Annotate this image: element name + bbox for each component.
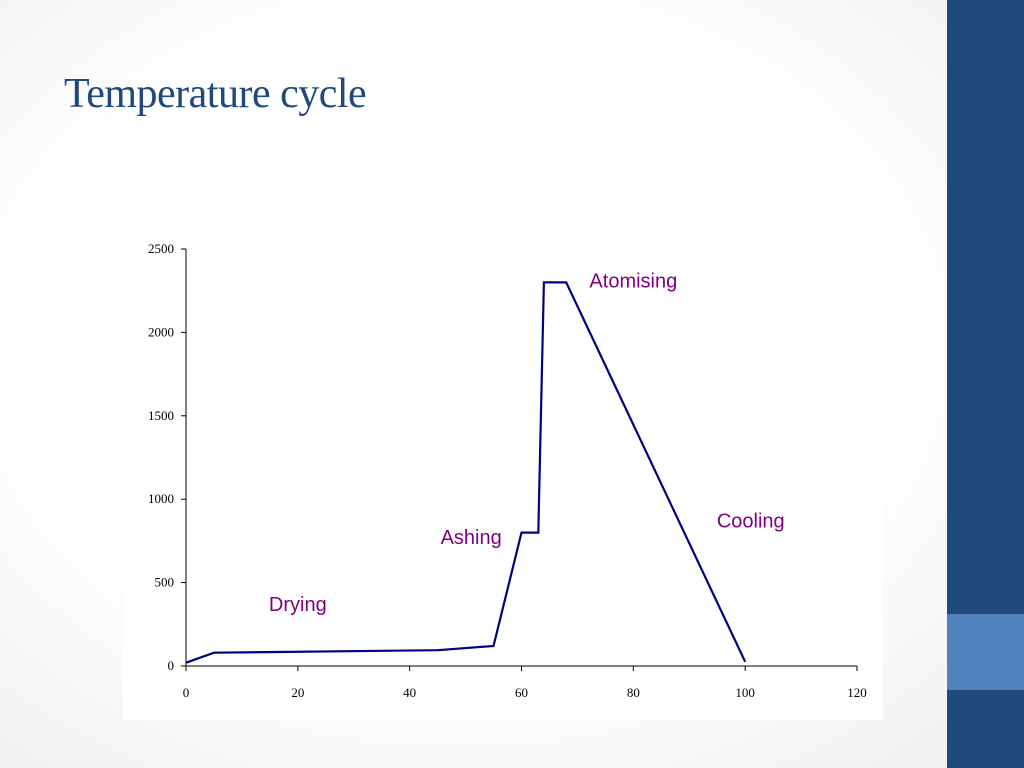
x-tick-label: 60: [515, 685, 528, 700]
annotation-drying: Drying: [269, 594, 327, 616]
annotation-ashing: Ashing: [441, 527, 502, 549]
y-tick-label: 1500: [148, 408, 174, 423]
annotation-cooling: Cooling: [717, 511, 785, 533]
x-tick-label: 40: [403, 685, 416, 700]
x-tick-label: 80: [627, 685, 640, 700]
chart-panel: [123, 232, 883, 720]
x-tick-label: 120: [847, 685, 867, 700]
sidebar-accent-block: [947, 614, 1024, 690]
y-tick-label: 2500: [148, 241, 174, 256]
x-tick-label: 100: [735, 685, 755, 700]
y-tick-label: 2000: [148, 324, 174, 339]
annotation-atomising: Atomising: [589, 270, 677, 292]
x-tick-label: 20: [291, 685, 304, 700]
y-tick-label: 1000: [148, 491, 174, 506]
y-tick-label: 0: [168, 658, 175, 673]
y-tick-label: 500: [155, 575, 175, 590]
slide-title: Temperature cycle: [64, 71, 367, 117]
x-tick-label: 0: [183, 685, 190, 700]
temperature-series-line: [185, 281, 747, 664]
